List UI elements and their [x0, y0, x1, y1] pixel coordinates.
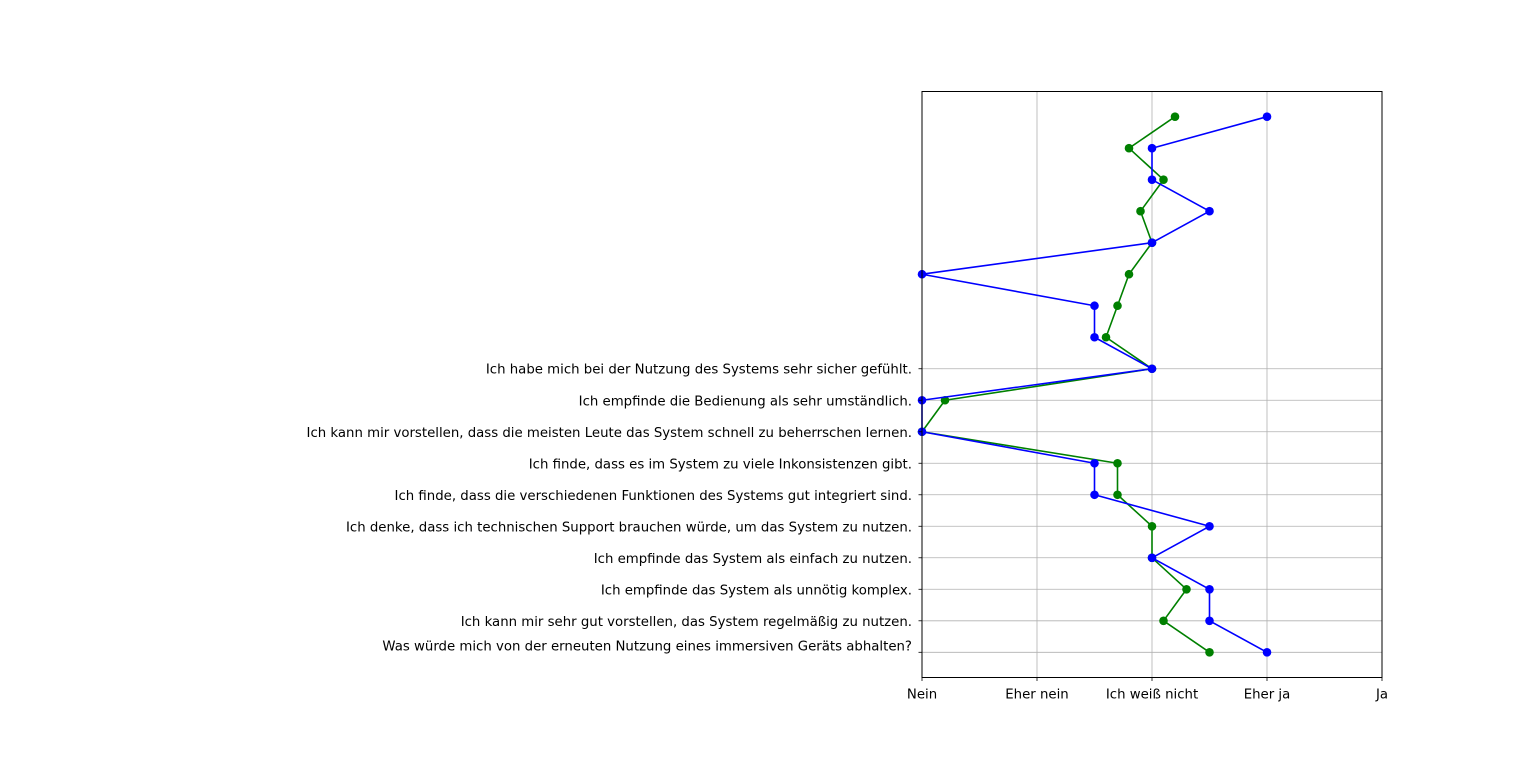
- y-tick-label: Ich kann mir vorstellen, dass die meiste…: [307, 426, 912, 441]
- y-tick-label: Ich finde, dass es im System zu viele In…: [529, 457, 912, 472]
- y-tick-label: Was würde mich von der erneuten Nutzung …: [382, 639, 912, 654]
- x-tick-label: Eher ja: [1244, 688, 1291, 703]
- x-tick-label: Nein: [907, 688, 937, 703]
- data-point: [1262, 112, 1272, 122]
- y-tick-label: Ich finde, dass die verschiedenen Funkti…: [395, 489, 912, 504]
- series-line: [921, 115, 1268, 654]
- data-point: [1113, 490, 1122, 500]
- data-point: [1147, 175, 1157, 185]
- data-point: [1147, 364, 1157, 374]
- x-tick-label: Ich weiß nicht: [1106, 688, 1198, 703]
- data-point: [1205, 584, 1214, 594]
- data-point: [1182, 584, 1191, 594]
- data-point: [1113, 458, 1122, 468]
- data-point: [1124, 143, 1134, 153]
- data-point: [1090, 458, 1099, 468]
- data-point: [1159, 616, 1168, 626]
- y-axis: Was würde mich von der erneuten Nutzung …: [307, 363, 922, 654]
- y-tick-label: Ich denke, dass ich technischen Support …: [346, 520, 912, 535]
- data-point: [1147, 521, 1157, 531]
- data-point: [1205, 206, 1214, 216]
- series-1: [917, 112, 1272, 657]
- x-tick-label: Eher nein: [1005, 688, 1068, 703]
- data-point: [1159, 175, 1168, 185]
- data-point: [1147, 143, 1157, 153]
- data-point: [1101, 332, 1111, 342]
- data-point: [1205, 616, 1214, 626]
- data-point: [1170, 112, 1180, 122]
- data-point: [1205, 521, 1214, 531]
- data-point: [1124, 269, 1134, 279]
- y-tick-label: Ich empfinde die Bedienung als sehr umst…: [579, 394, 912, 409]
- data-point: [1147, 553, 1157, 563]
- data-point: [1147, 238, 1157, 248]
- series-line: [921, 116, 1210, 653]
- data-point: [1090, 490, 1099, 500]
- data-point: [1262, 647, 1272, 657]
- data-point: [1090, 301, 1099, 311]
- series-0: [917, 112, 1214, 657]
- y-tick-label: Ich kann mir sehr gut vorstellen, das Sy…: [461, 615, 912, 630]
- y-tick-label: Ich empfinde das System als einfach zu n…: [594, 552, 912, 567]
- data-point: [1090, 332, 1099, 342]
- x-axis: Nein Eher nein Ich weiß nicht Eher ja Ja: [907, 677, 1388, 703]
- data-point: [1205, 647, 1214, 657]
- series-layer: [917, 112, 1272, 657]
- x-tick-label: Ja: [1375, 688, 1388, 703]
- data-point: [1113, 301, 1122, 311]
- y-tick-label: Ich habe mich bei der Nutzung des System…: [486, 363, 912, 378]
- data-point: [1136, 206, 1145, 216]
- y-tick-label: Ich empfinde das System als unnötig komp…: [601, 583, 912, 598]
